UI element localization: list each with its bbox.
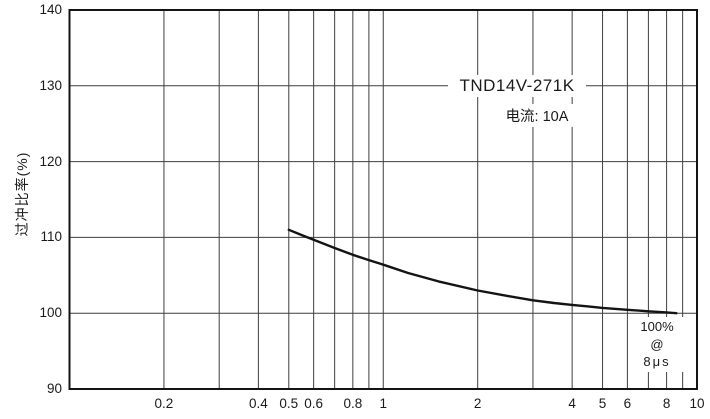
y-tick-label: 120 [39,153,62,169]
y-tick-label: 100 [39,305,62,321]
endpoint-annotation-at: @ [650,336,664,352]
x-tick-label: 2 [473,396,482,411]
overshoot-curve [287,228,678,315]
x-tick-label: 0.5 [279,396,299,411]
part-number-label: TND14V-271K [448,75,586,97]
y-tick-label: 130 [39,77,62,93]
x-tick-label: 0.2 [154,396,174,411]
current-label: 电流: 10A [483,104,591,127]
x-tick-label: 4 [568,396,576,411]
y-tick-label: 140 [39,2,62,17]
x-tick-label: 5 [598,396,607,411]
plot-border [68,9,698,390]
x-tick-label: 1 [379,396,387,411]
y-tick-label: 110 [40,229,62,245]
x-tick-label: 10 [689,396,705,411]
endpoint-annotation: 100% @ 8μs [628,317,686,372]
endpoint-annotation-value: 100% [640,319,674,334]
x-tick-label: 6 [623,396,632,411]
endpoint-annotation-time: 8μs [643,354,671,369]
x-tick-label: 0.8 [343,396,363,411]
x-tick-label: 0.6 [304,396,324,411]
x-tick-label: 8 [662,396,671,411]
x-tick-label: 0.4 [249,396,268,411]
y-tick-label: 90 [46,381,62,396]
